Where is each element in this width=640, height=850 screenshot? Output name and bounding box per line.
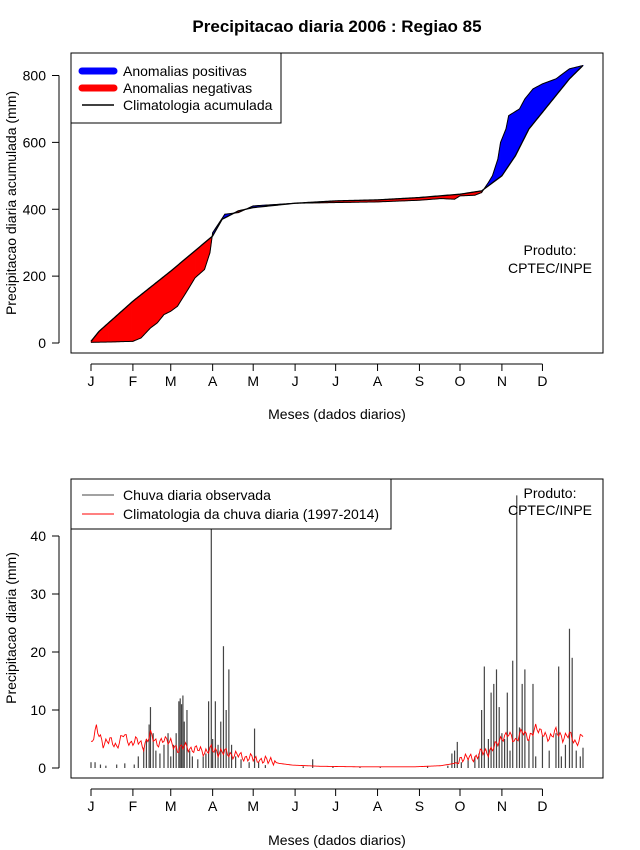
- annotation-top-line2: CPTEC/INPE: [508, 260, 592, 276]
- x-tick-label: M: [247, 798, 259, 814]
- y-tick-label: 40: [30, 528, 46, 544]
- x-tick-label: J: [332, 798, 339, 814]
- plot-frame-top: [70, 52, 604, 354]
- legend-label-observed: Chuva diaria observada: [123, 487, 271, 503]
- y-axis-label-bottom: Precipitacao diaria (mm): [3, 552, 19, 704]
- x-tick-label: N: [497, 373, 507, 389]
- legend-label-positive: Anomalias positivas: [123, 63, 247, 79]
- x-tick-label: J: [88, 373, 95, 389]
- figure-title: Precipitacao diaria 2006 : Regiao 85: [192, 17, 481, 36]
- y-axis-bottom: 0 10 20 30 40: [30, 528, 60, 776]
- y-tick-label: 200: [23, 268, 47, 284]
- x-tick-label: O: [455, 798, 466, 814]
- y-tick-label: 0: [38, 335, 46, 351]
- x-tick-label: A: [208, 798, 218, 814]
- y-tick-label: 30: [30, 586, 46, 602]
- legend-box: [70, 478, 392, 530]
- y-tick-label: 600: [23, 134, 47, 150]
- y-tick-label: 400: [23, 201, 47, 217]
- accumulated-lines: [90, 64, 584, 343]
- daily-rain-bars: [90, 495, 584, 768]
- legend-label-climatology: Climatologia da chuva diaria (1997-2014): [123, 506, 379, 522]
- y-tick-label: 20: [30, 644, 46, 660]
- y-axis-top: 0 200 400 600 800: [23, 68, 60, 351]
- y-tick-label: 800: [23, 68, 47, 84]
- x-tick-label: M: [165, 798, 177, 814]
- y-tick-label: 10: [30, 702, 46, 718]
- legend-label-climatology: Climatologia acumulada: [123, 97, 273, 113]
- annotation-bottom-line1: Produto:: [524, 485, 577, 501]
- x-axis-label-bottom: Meses (dados diarios): [268, 832, 406, 848]
- x-tick-label: M: [247, 373, 259, 389]
- x-tick-label: A: [208, 373, 218, 389]
- legend-top: Anomalias positivas Anomalias negativas …: [70, 52, 282, 124]
- x-tick-label: J: [292, 373, 299, 389]
- climatology-accumulated-line: [90, 65, 584, 342]
- annotation-bottom-line2: CPTEC/INPE: [508, 502, 592, 518]
- x-tick-label: F: [129, 798, 138, 814]
- daily-climatology: [90, 723, 584, 768]
- x-tick-label: N: [497, 798, 507, 814]
- annotation-top-line1: Produto:: [524, 242, 577, 258]
- y-axis-label-top: Precipitacao diaria acumulada (mm): [3, 91, 19, 315]
- daily-chart: J F M A M J J A S O N D 0 10 20 30 40 Meses (dados diar…: [3, 478, 604, 848]
- daily-climatology-line: [90, 723, 584, 768]
- x-tick-label: M: [165, 373, 177, 389]
- legend-bottom: Chuva diaria observada Climatologia da c…: [70, 478, 392, 530]
- x-tick-label: S: [415, 373, 424, 389]
- legend-label-negative: Anomalias negativas: [123, 80, 252, 96]
- x-tick-label: F: [129, 373, 138, 389]
- observed-accumulated-line: [90, 64, 584, 343]
- x-tick-label: D: [537, 798, 547, 814]
- y-tick-label: 0: [38, 760, 46, 776]
- x-tick-label: A: [373, 798, 383, 814]
- x-tick-label: O: [455, 373, 466, 389]
- accumulated-chart: J F M A M J J A S O N D 0 200 400 600 800 Meses (dados …: [3, 52, 604, 422]
- x-axis-label-top: Meses (dados diarios): [268, 406, 406, 422]
- x-tick-label: D: [537, 373, 547, 389]
- x-tick-label: J: [88, 798, 95, 814]
- x-tick-label: A: [373, 373, 383, 389]
- x-tick-label: S: [415, 798, 424, 814]
- x-tick-label: J: [332, 373, 339, 389]
- x-tick-label: J: [292, 798, 299, 814]
